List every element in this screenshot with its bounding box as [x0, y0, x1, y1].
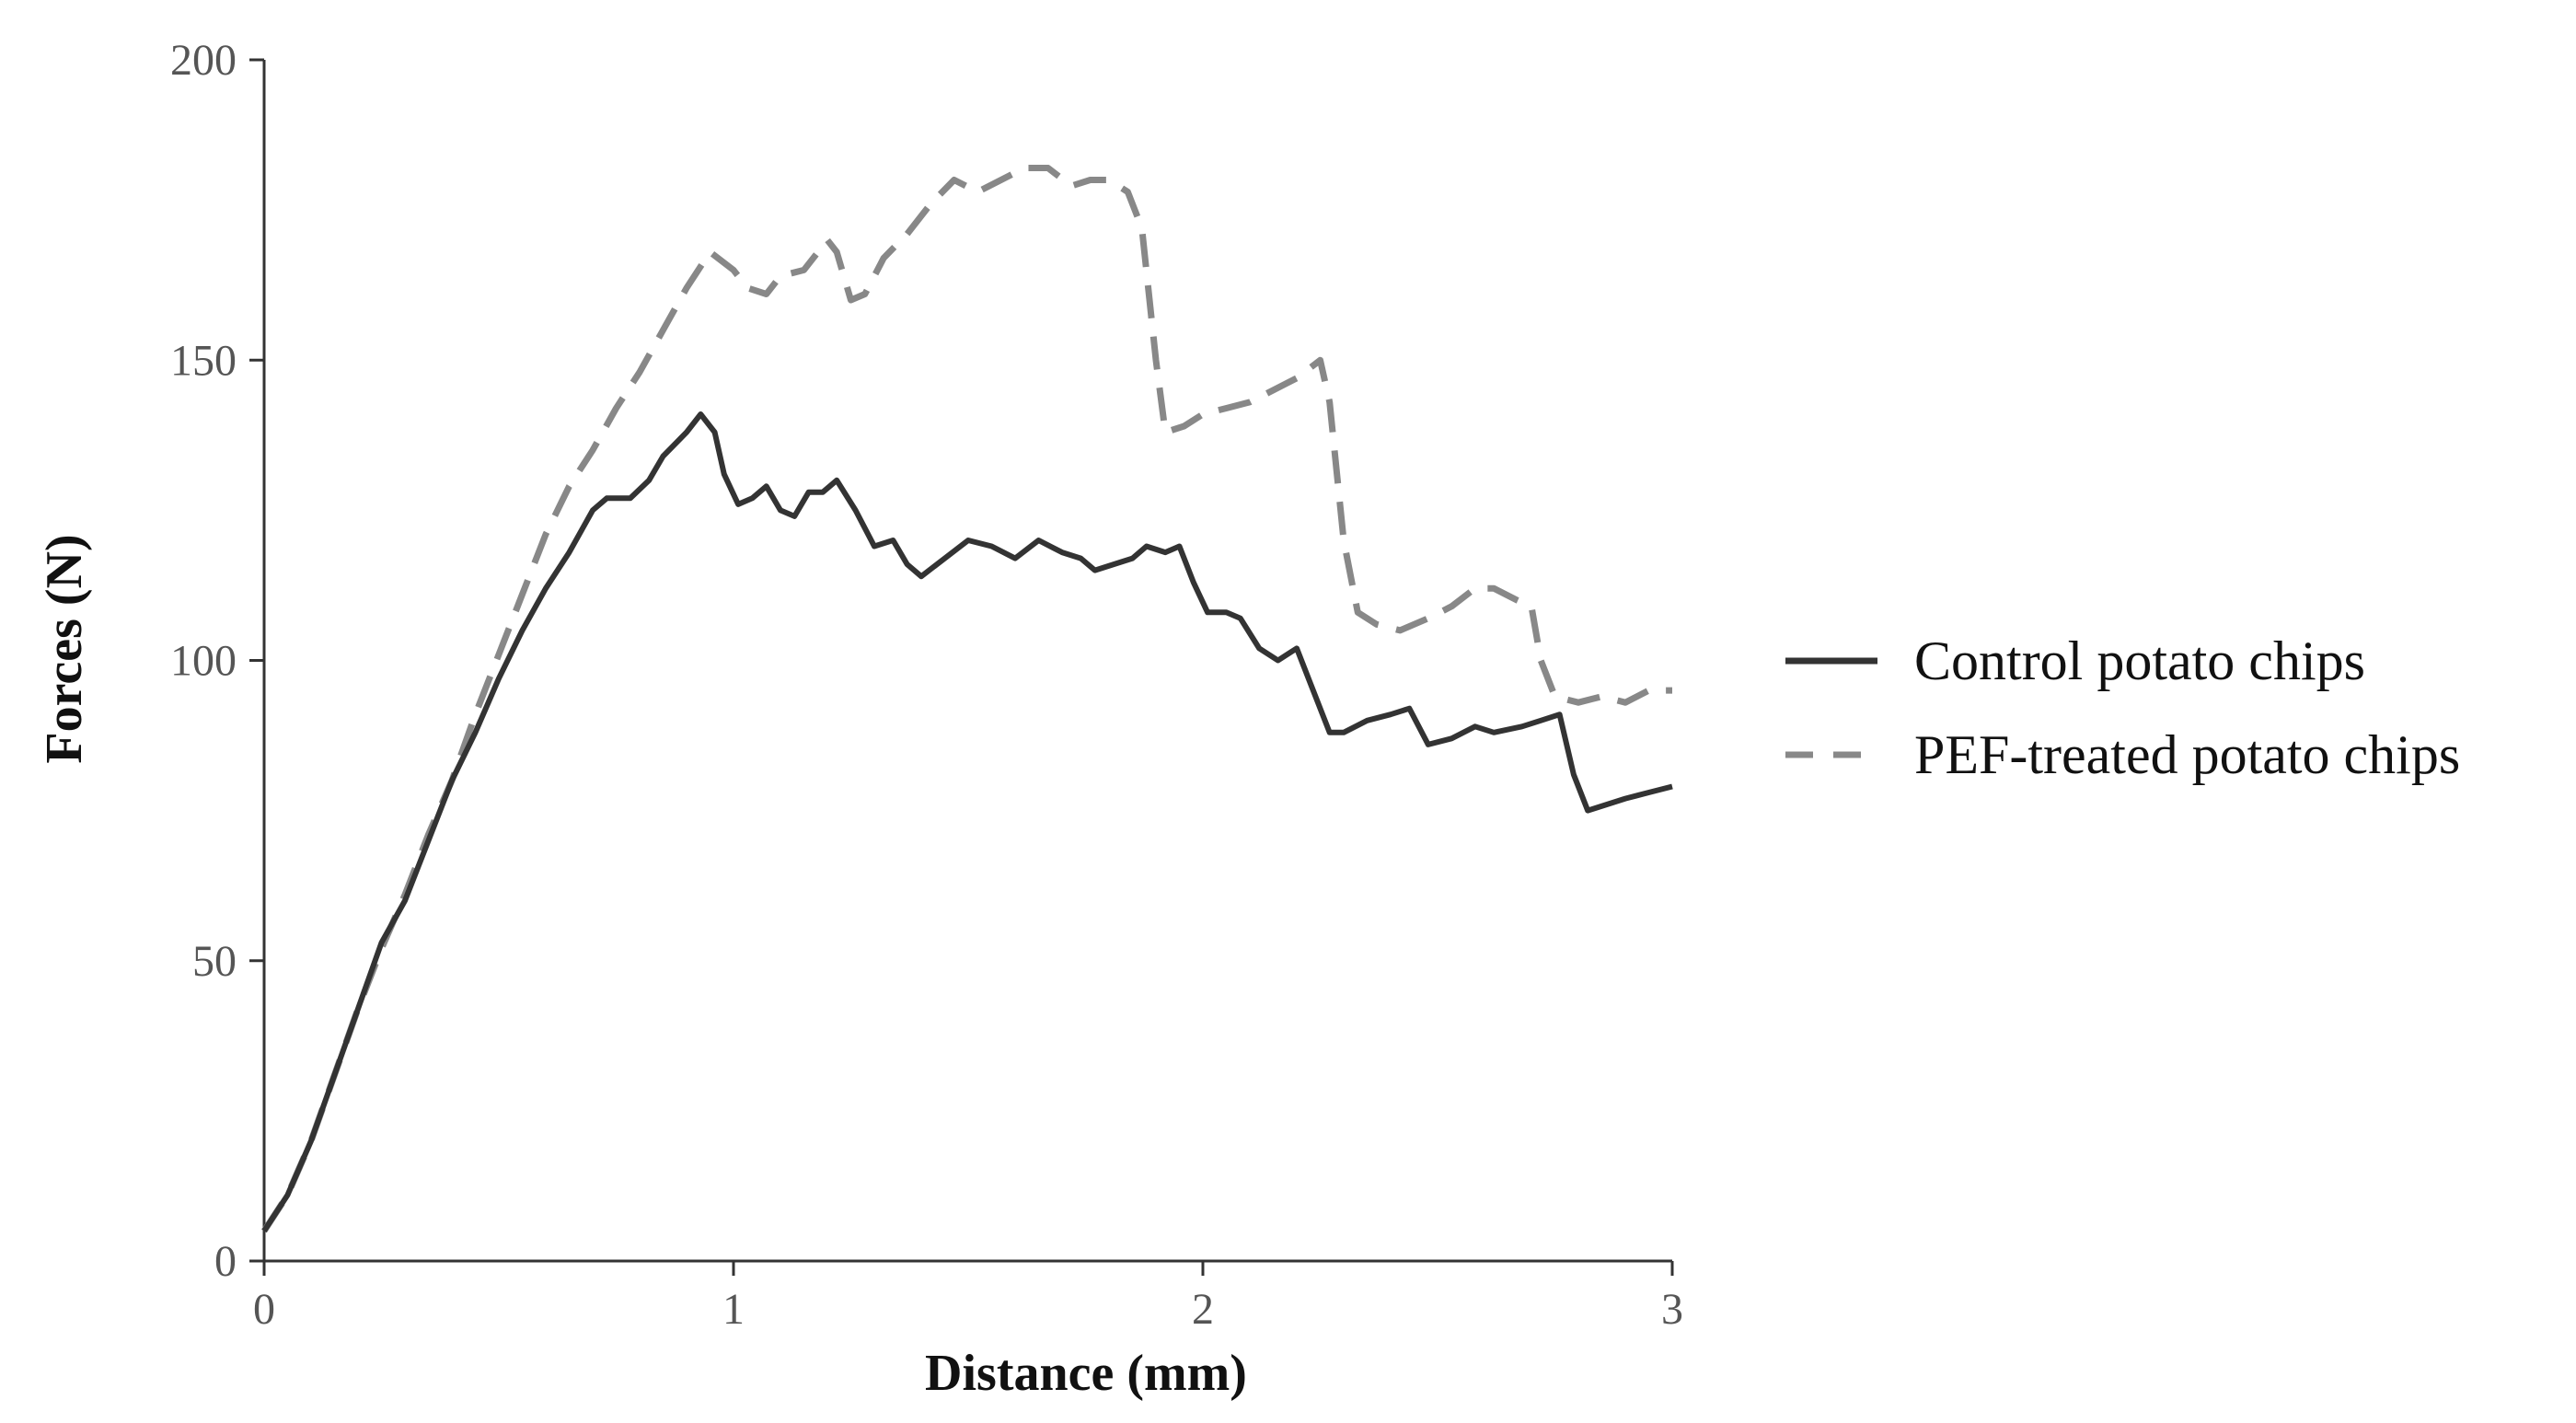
y-tick-label: 50	[192, 937, 237, 986]
legend-label-control: Control potato chips	[1914, 631, 2365, 691]
y-tick-label: 0	[214, 1237, 237, 1286]
legend-label-pef-treated: PEF-treated potato chips	[1914, 724, 2460, 785]
y-tick-label: 150	[170, 336, 237, 385]
x-tick-label: 0	[253, 1285, 275, 1334]
y-ticks: 0 50 100 150 200	[170, 36, 264, 1286]
x-tick-label: 2	[1192, 1285, 1214, 1334]
y-axis-title: Forces (N)	[36, 534, 93, 763]
series-line-control	[261, 411, 1673, 1233]
y-tick-label: 100	[170, 637, 237, 686]
x-tick-label: 3	[1661, 1285, 1683, 1334]
legend: Control potato chips PEF-treated potato c…	[1785, 631, 2460, 785]
y-tick-label: 200	[170, 36, 237, 85]
series-layer	[261, 165, 1673, 1233]
x-ticks: 0 1 2 3	[253, 1261, 1683, 1334]
series-line-pef-treated	[261, 165, 1672, 1233]
x-axis-title: Distance (mm)	[925, 1345, 1247, 1402]
x-tick-label: 1	[722, 1285, 745, 1334]
axes	[262, 60, 1672, 1263]
